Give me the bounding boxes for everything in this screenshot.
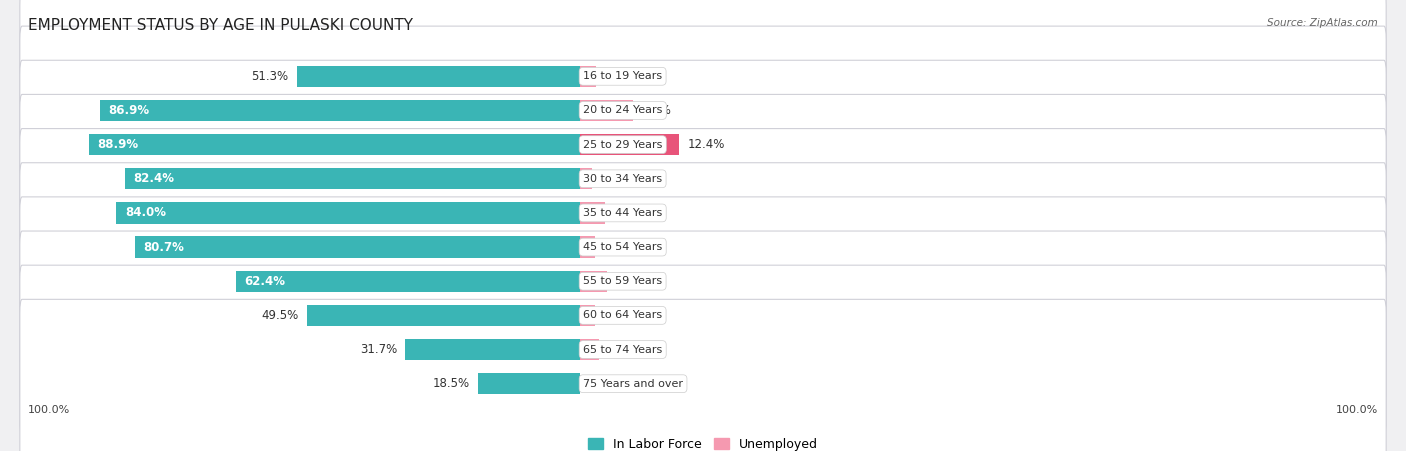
- Bar: [581, 271, 606, 292]
- Text: Source: ZipAtlas.com: Source: ZipAtlas.com: [1267, 18, 1378, 28]
- Text: 3.3%: 3.3%: [614, 275, 644, 288]
- Text: 6.6%: 6.6%: [641, 104, 671, 117]
- Text: 3.1%: 3.1%: [613, 207, 643, 220]
- Text: 100.0%: 100.0%: [28, 405, 70, 415]
- FancyBboxPatch shape: [20, 163, 1386, 331]
- Text: 35 to 44 Years: 35 to 44 Years: [583, 208, 662, 218]
- Bar: [135, 236, 581, 258]
- Text: 16 to 19 Years: 16 to 19 Years: [583, 71, 662, 81]
- Text: 1.8%: 1.8%: [603, 309, 633, 322]
- FancyBboxPatch shape: [20, 0, 1386, 161]
- Bar: [581, 66, 596, 87]
- Text: 86.9%: 86.9%: [108, 104, 150, 117]
- Bar: [581, 236, 595, 258]
- Text: 88.9%: 88.9%: [97, 138, 139, 151]
- FancyBboxPatch shape: [20, 265, 1386, 434]
- Bar: [297, 66, 581, 87]
- Text: 12.4%: 12.4%: [688, 138, 725, 151]
- Bar: [581, 134, 679, 155]
- Text: 18.5%: 18.5%: [433, 377, 470, 390]
- Bar: [581, 339, 599, 360]
- Bar: [581, 305, 595, 326]
- Text: 49.5%: 49.5%: [262, 309, 298, 322]
- FancyBboxPatch shape: [20, 129, 1386, 297]
- Bar: [125, 168, 581, 189]
- Text: 55 to 59 Years: 55 to 59 Years: [583, 276, 662, 286]
- Text: 51.3%: 51.3%: [252, 70, 288, 83]
- Bar: [405, 339, 581, 360]
- FancyBboxPatch shape: [20, 299, 1386, 451]
- Text: 75 Years and over: 75 Years and over: [583, 379, 683, 389]
- Text: 84.0%: 84.0%: [125, 207, 166, 220]
- Text: 62.4%: 62.4%: [245, 275, 285, 288]
- Bar: [90, 134, 581, 155]
- FancyBboxPatch shape: [20, 197, 1386, 366]
- Bar: [581, 202, 605, 224]
- Text: 80.7%: 80.7%: [143, 240, 184, 253]
- FancyBboxPatch shape: [20, 231, 1386, 400]
- Text: EMPLOYMENT STATUS BY AGE IN PULASKI COUNTY: EMPLOYMENT STATUS BY AGE IN PULASKI COUN…: [28, 18, 413, 33]
- Text: 0.0%: 0.0%: [589, 377, 619, 390]
- Text: 82.4%: 82.4%: [134, 172, 174, 185]
- Legend: In Labor Force, Unemployed: In Labor Force, Unemployed: [583, 433, 823, 451]
- Bar: [236, 271, 581, 292]
- FancyBboxPatch shape: [20, 26, 1386, 195]
- FancyBboxPatch shape: [20, 94, 1386, 263]
- Text: 45 to 54 Years: 45 to 54 Years: [583, 242, 662, 252]
- Text: 20 to 24 Years: 20 to 24 Years: [583, 106, 662, 115]
- Text: 2.4%: 2.4%: [607, 343, 637, 356]
- Bar: [307, 305, 581, 326]
- Text: 1.5%: 1.5%: [600, 172, 630, 185]
- Text: 30 to 34 Years: 30 to 34 Years: [583, 174, 662, 184]
- FancyBboxPatch shape: [20, 60, 1386, 229]
- Text: 2.0%: 2.0%: [605, 70, 634, 83]
- Bar: [100, 100, 581, 121]
- Bar: [581, 100, 633, 121]
- Text: 25 to 29 Years: 25 to 29 Years: [583, 140, 662, 150]
- Bar: [117, 202, 581, 224]
- Text: 1.8%: 1.8%: [603, 240, 633, 253]
- Text: 65 to 74 Years: 65 to 74 Years: [583, 345, 662, 354]
- Text: 100.0%: 100.0%: [1336, 405, 1378, 415]
- Bar: [581, 168, 592, 189]
- Bar: [478, 373, 581, 394]
- Text: 31.7%: 31.7%: [360, 343, 396, 356]
- Text: 60 to 64 Years: 60 to 64 Years: [583, 310, 662, 320]
